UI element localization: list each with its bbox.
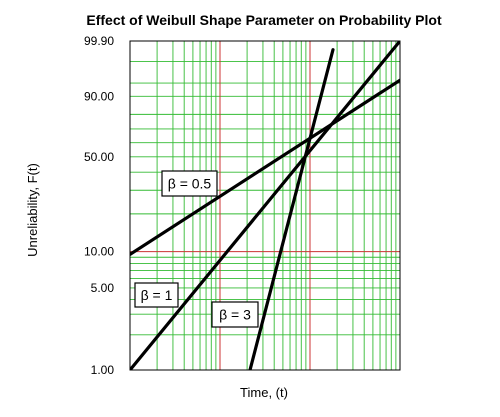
series-label: β = 3: [219, 307, 251, 323]
plot-frame: [129, 40, 401, 371]
y-tick-labels: 99.90 90.00 50.00 10.00 5.00 1.00: [84, 34, 114, 377]
y-tick-label: 10.00: [84, 245, 114, 259]
series-line: [130, 41, 400, 370]
series-label-box: [134, 282, 179, 308]
series-label-box: [211, 301, 259, 328]
series-label: β = 0.5: [168, 176, 212, 192]
y-tick-label: 1.00: [91, 363, 115, 377]
grid-minor: [130, 40, 400, 370]
x-axis-label: Time, (t): [240, 385, 288, 400]
y-tick-label: 5.00: [91, 281, 115, 295]
series-lines: [130, 41, 400, 370]
chart-title: Effect of Weibull Shape Parameter on Pro…: [86, 12, 442, 28]
y-tick-label: 50.00: [84, 150, 114, 164]
series-label-box: [161, 170, 218, 197]
series-label: β = 1: [141, 287, 173, 303]
series-line: [248, 48, 335, 370]
series-annotations: β = 0.5 β = 1 β = 3: [134, 170, 259, 328]
y-axis-label: Unreliability, F(t): [25, 163, 40, 257]
y-tick-label: 90.00: [84, 89, 114, 103]
series-line: [130, 78, 400, 256]
y-tick-label: 99.90: [84, 34, 114, 48]
